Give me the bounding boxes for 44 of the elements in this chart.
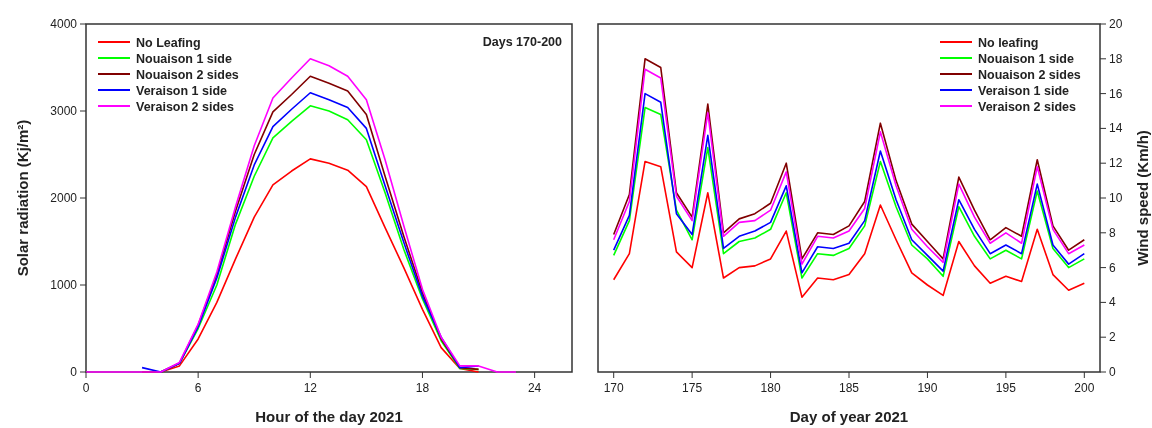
x-axis-title: Hour of the day 2021 bbox=[255, 408, 403, 425]
legend-label: Veraison 1 side bbox=[136, 83, 228, 98]
y-tick-label: 2000 bbox=[50, 191, 78, 205]
x-tick-label: 195 bbox=[995, 381, 1017, 395]
y-tick-label: 4 bbox=[1109, 295, 1116, 310]
annotation: Days 170-200 bbox=[482, 35, 563, 49]
x-tick-label: 18 bbox=[415, 381, 430, 395]
x-tick-label: 0 bbox=[82, 381, 90, 395]
y-tick-label: 20 bbox=[1109, 17, 1123, 31]
x-tick-label: 185 bbox=[838, 381, 860, 395]
legend-label: Nouaison 1 side bbox=[978, 51, 1074, 66]
x-tick-label: 180 bbox=[760, 381, 781, 395]
y-tick-label: 8 bbox=[1109, 225, 1116, 240]
legend-label: Veraison 2 sides bbox=[136, 99, 235, 114]
legend-label: No leafing bbox=[978, 35, 1039, 50]
x-axis-title: Day of year 2021 bbox=[789, 408, 909, 425]
y-tick-label: 14 bbox=[1109, 121, 1123, 136]
legend-label: Veraison 2 sides bbox=[978, 99, 1077, 114]
y-tick-label: 12 bbox=[1109, 156, 1123, 171]
x-tick-label: 24 bbox=[527, 381, 542, 395]
x-tick-label: 190 bbox=[917, 381, 938, 395]
y-axis-title: Solar radiation (Kj/m²) bbox=[14, 119, 31, 277]
legend-label: Nouaison 1 side bbox=[136, 51, 232, 66]
y-tick-label: 16 bbox=[1109, 86, 1123, 101]
y-axis-title: Wind speed (Km/h) bbox=[1134, 130, 1151, 266]
legend-label: Veraison 1 side bbox=[978, 83, 1070, 98]
legend-label: Nouaison 2 sides bbox=[978, 67, 1081, 82]
x-tick-label: 12 bbox=[303, 381, 318, 395]
legend-label: Nouaison 2 sides bbox=[136, 67, 239, 82]
y-tick-label: 4000 bbox=[50, 17, 78, 31]
y-tick-label: 1000 bbox=[50, 278, 78, 292]
y-tick-label: 2 bbox=[1109, 330, 1116, 345]
y-tick-label: 3000 bbox=[50, 104, 78, 118]
y-tick-label: 18 bbox=[1109, 51, 1123, 66]
legend-label: No Leafing bbox=[136, 35, 201, 50]
x-tick-label: 200 bbox=[1074, 381, 1095, 395]
x-tick-label: 170 bbox=[603, 381, 625, 395]
x-tick-label: 6 bbox=[194, 381, 202, 395]
y-tick-label: 0 bbox=[1109, 365, 1116, 379]
line-series bbox=[612, 160, 1086, 298]
y-tick-label: 10 bbox=[1109, 191, 1123, 205]
y-tick-label: 0 bbox=[70, 365, 78, 379]
x-tick-label: 175 bbox=[682, 381, 703, 395]
y-tick-label: 6 bbox=[1109, 260, 1116, 275]
